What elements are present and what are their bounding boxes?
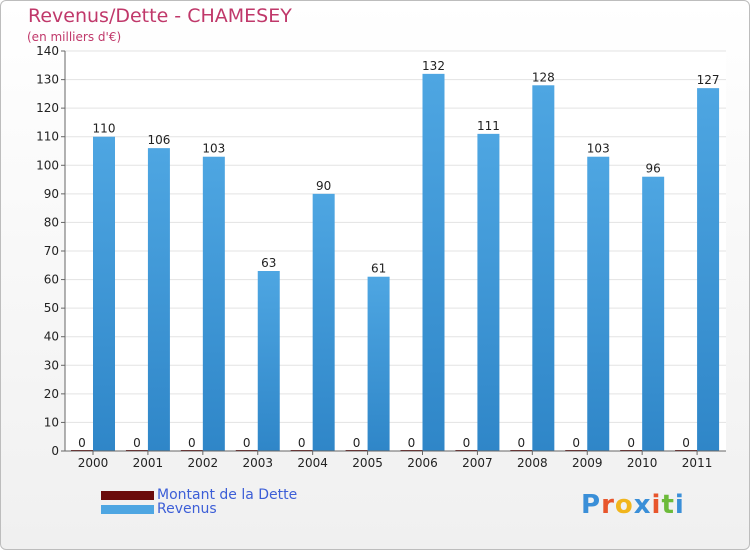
dette-value-label: 0 [243,436,251,450]
revenus-value-label: 63 [261,256,276,270]
y-tick-label: 80 [44,215,59,229]
revenus-bar [477,133,500,451]
legend-label-dette: Montant de la Dette [157,487,298,503]
x-tick-label: 2001 [133,456,164,470]
x-tick-label: 2005 [352,456,383,470]
revenus-value-label: 110 [93,122,116,136]
x-tick-label: 2006 [407,456,438,470]
x-tick-label: 2000 [78,456,109,470]
chart-subtitle: (en milliers d'€) [27,30,122,44]
revenus-value-label: 61 [371,262,386,276]
logo-letter: t [661,490,675,520]
dette-value-label: 0 [518,436,526,450]
dette-value-label: 0 [627,436,635,450]
y-tick-label: 10 [44,415,59,429]
y-tick-label: 100 [36,158,59,172]
dette-value-label: 0 [572,436,580,450]
dette-value-label: 0 [133,436,141,450]
dette-value-label: 0 [682,436,690,450]
revenus-bar [312,193,335,451]
revenus-value-label: 132 [422,59,445,73]
revenus-bar [202,156,225,451]
revenus-value-label: 103 [202,142,225,156]
y-tick-label: 90 [44,187,59,201]
x-tick-label: 2010 [627,456,658,470]
revenus-bar [642,176,665,451]
dette-value-label: 0 [188,436,196,450]
x-tick-label: 2004 [297,456,328,470]
revenus-value-label: 106 [147,133,170,147]
legend-swatch-dette [101,490,154,500]
y-tick-label: 20 [44,387,59,401]
y-tick-label: 130 [36,73,59,87]
revenus-value-label: 103 [587,142,610,156]
logo-letter: r [601,490,615,520]
revenus-value-label: 111 [477,119,500,133]
revenus-value-label: 127 [697,73,720,87]
revenus-bar [93,136,115,451]
legend-item-dette: Montant de la Dette [101,487,297,503]
y-tick-label: 120 [36,101,59,115]
revenus-bar [532,85,555,452]
y-tick-label: 60 [44,273,59,287]
revenus-bar [257,271,280,451]
x-tick-label: 2003 [242,456,273,470]
y-tick-label: 40 [44,330,59,344]
x-tick-label: 2002 [188,456,219,470]
revenus-value-label: 96 [646,162,661,176]
logo-letter: o [614,490,634,520]
revenus-value-label: 128 [532,70,555,84]
x-tick-label: 2007 [462,456,493,470]
revenus-value-label: 90 [316,179,331,193]
logo-letter: P [581,490,602,520]
y-tick-label: 30 [44,358,59,372]
y-tick-label: 140 [36,44,59,58]
legend-item-revenus: Revenus [101,501,217,517]
dette-value-label: 0 [78,436,86,450]
y-tick-label: 70 [44,244,59,258]
revenus-bar [587,156,610,451]
legend-label-revenus: Revenus [157,501,217,517]
y-tick-label: 50 [44,301,59,315]
y-tick-label: 110 [36,130,59,144]
dette-value-label: 0 [353,436,361,450]
logo-letter: i [674,490,685,520]
logo-letter: i [651,490,662,520]
revenus-bar [422,73,445,451]
revenus-bar [697,88,720,452]
revenus-bar [147,148,170,451]
y-tick-label: 0 [51,444,59,458]
dette-value-label: 0 [298,436,306,450]
proxiti-logo: Proxiti [581,490,685,520]
dette-value-label: 0 [463,436,471,450]
revenus-bar [367,276,390,451]
chart-title: Revenus/Dette - CHAMESEY [28,5,292,27]
x-tick-label: 2008 [517,456,548,470]
x-tick-label: 2009 [572,456,603,470]
logo-letter: x [633,490,652,520]
x-tick-label: 2011 [682,456,713,470]
legend-swatch-revenus [101,504,154,514]
dette-value-label: 0 [408,436,416,450]
